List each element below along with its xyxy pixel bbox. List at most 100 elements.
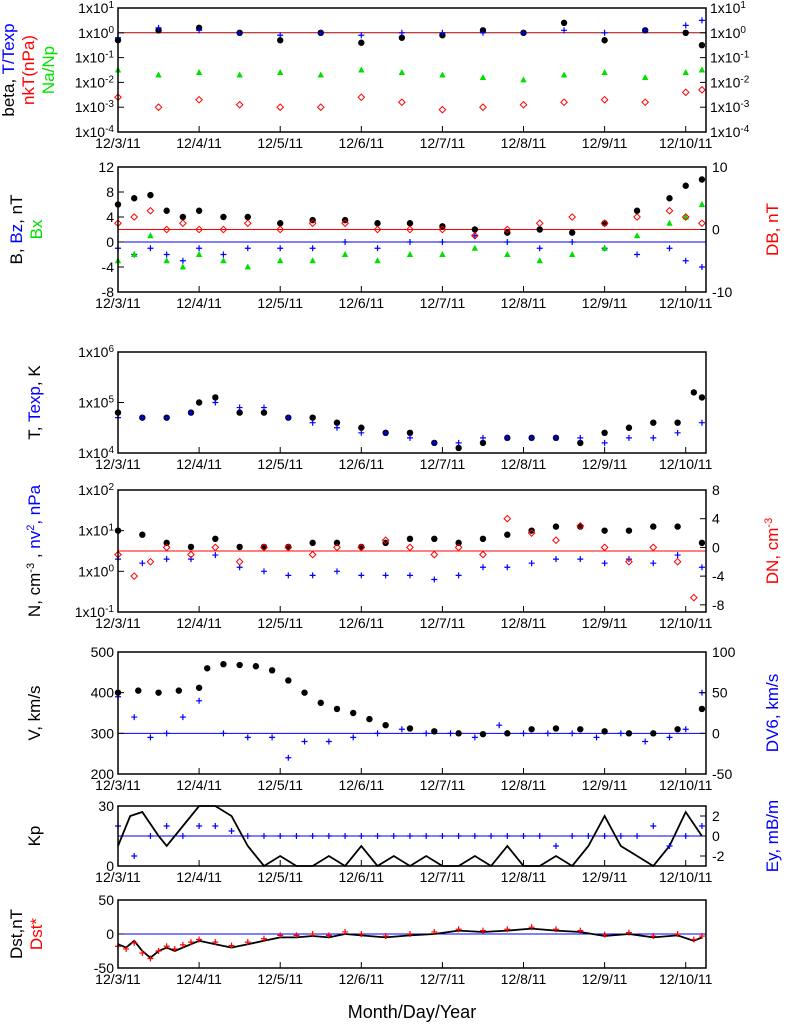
data-point xyxy=(625,929,632,936)
y-tick-label: 0 xyxy=(106,926,114,942)
data-point xyxy=(260,404,267,411)
data-point xyxy=(187,556,194,563)
y-tick-label: -50 xyxy=(94,960,114,976)
data-point xyxy=(309,931,316,937)
right-axis-label-part: -3 xyxy=(763,518,775,528)
data-point xyxy=(342,833,349,839)
x-tick-label: 12/8/11 xyxy=(501,615,547,631)
data-point xyxy=(187,939,194,946)
data-point xyxy=(455,444,462,452)
data-point xyxy=(212,535,219,542)
x-tick-label: 12/5/11 xyxy=(257,869,303,885)
data-point xyxy=(625,527,633,534)
data-point xyxy=(382,933,389,940)
data-point xyxy=(552,926,559,933)
data-point xyxy=(390,833,397,839)
data-point xyxy=(260,568,267,575)
data-point xyxy=(406,225,414,234)
x-tick-label: 12/9/11 xyxy=(582,869,628,885)
data-point xyxy=(601,429,608,436)
data-point xyxy=(333,419,341,426)
data-point xyxy=(260,833,267,839)
data-point xyxy=(504,926,511,933)
data-point xyxy=(131,939,138,946)
data-point xyxy=(333,705,341,713)
data-point xyxy=(698,394,706,401)
series-line-0 xyxy=(117,927,703,959)
data-point xyxy=(244,833,251,839)
data-point xyxy=(471,226,479,233)
x-tick-label: 12/3/11 xyxy=(95,971,141,987)
data-point xyxy=(535,219,544,228)
y-tick-label: 1x10-3 xyxy=(75,99,115,116)
data-point xyxy=(455,439,462,446)
right-tick-label: 50 xyxy=(712,685,728,701)
data-point xyxy=(155,24,162,31)
data-point xyxy=(162,225,171,234)
data-point xyxy=(520,29,527,36)
data-point xyxy=(284,543,293,552)
data-point xyxy=(357,93,366,102)
x-tick-label: 12/3/11 xyxy=(95,135,141,151)
data-point xyxy=(341,219,349,228)
data-point xyxy=(479,439,487,447)
data-point xyxy=(317,71,324,78)
data-point xyxy=(552,523,560,530)
data-point xyxy=(698,66,706,73)
data-point xyxy=(552,556,559,563)
x-tick-label: 12/5/11 xyxy=(257,456,303,472)
data-point xyxy=(431,928,438,935)
data-point xyxy=(633,232,641,239)
data-point xyxy=(455,833,462,839)
x-tick-label: 12/3/11 xyxy=(95,777,141,793)
data-point xyxy=(211,543,220,552)
x-tick-label: 12/9/11 xyxy=(582,456,628,472)
data-point xyxy=(674,419,681,426)
data-point xyxy=(560,19,568,27)
panel-p4: 8 4 0 -4 -8 12/3/11 12/4/11 12/5/11 12/6/11 12/7/… xyxy=(25,482,782,631)
data-point xyxy=(236,71,243,78)
data-point xyxy=(666,219,673,226)
data-point xyxy=(406,833,413,839)
x-tick-label: 12/9/11 xyxy=(582,777,628,793)
data-point xyxy=(244,263,251,270)
data-point xyxy=(600,543,609,552)
data-point xyxy=(277,932,284,939)
y-axis-label-part: Bz xyxy=(7,224,26,244)
panel-frame xyxy=(117,489,707,613)
data-point xyxy=(236,404,243,411)
y-tick-label: 1x10-1 xyxy=(75,49,115,66)
data-point xyxy=(179,941,186,948)
data-point xyxy=(293,932,300,939)
data-point xyxy=(431,728,438,735)
data-point xyxy=(293,833,300,839)
data-point xyxy=(682,182,689,189)
data-point xyxy=(195,95,204,104)
data-point xyxy=(698,176,706,183)
data-point xyxy=(601,220,608,227)
x-tick-label: 12/4/11 xyxy=(176,777,222,793)
data-point xyxy=(244,939,251,946)
x-tick-label: 12/8/11 xyxy=(501,869,547,885)
data-point xyxy=(577,434,584,441)
x-tick-label: 12/8/11 xyxy=(501,971,547,987)
data-point xyxy=(504,434,511,441)
data-point xyxy=(244,245,251,252)
data-point xyxy=(342,239,349,245)
right-axis-label: DB, nT xyxy=(763,203,782,256)
right-axis-label-part: DN, cm xyxy=(763,528,782,585)
x-tick-label: 12/10/11 xyxy=(659,869,713,885)
y-tick-label: 1x10-1 xyxy=(75,604,115,621)
data-point xyxy=(504,833,511,839)
data-point xyxy=(316,103,325,112)
right-tick-label: 10 xyxy=(712,159,728,175)
x-tick-label: 12/6/11 xyxy=(338,869,384,885)
data-point xyxy=(277,257,284,264)
data-point xyxy=(681,213,690,221)
x-tick-label: 12/8/11 xyxy=(501,777,547,793)
data-point xyxy=(358,931,365,937)
data-point xyxy=(560,71,568,78)
data-point xyxy=(666,843,673,849)
data-point xyxy=(471,244,479,251)
